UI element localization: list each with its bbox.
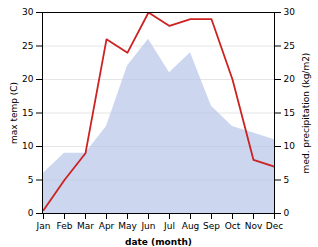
svg-text:med. precipitation (kg/m2): med. precipitation (kg/m2) xyxy=(301,53,311,174)
svg-text:Oct: Oct xyxy=(225,221,241,231)
svg-text:0: 0 xyxy=(284,208,290,218)
svg-text:Mar: Mar xyxy=(77,221,94,231)
svg-text:Nov: Nov xyxy=(245,221,263,231)
svg-text:5: 5 xyxy=(284,175,290,185)
svg-text:20: 20 xyxy=(284,74,296,84)
svg-text:20: 20 xyxy=(22,74,34,84)
svg-text:Jan: Jan xyxy=(36,221,51,231)
svg-text:25: 25 xyxy=(284,41,295,51)
svg-text:May: May xyxy=(118,221,137,231)
svg-text:30: 30 xyxy=(22,7,34,17)
svg-text:date (month): date (month) xyxy=(125,237,192,247)
svg-text:Feb: Feb xyxy=(57,221,73,231)
svg-text:Aug: Aug xyxy=(182,221,200,231)
svg-text:5: 5 xyxy=(28,175,34,185)
svg-text:30: 30 xyxy=(284,7,296,17)
svg-text:Jul: Jul xyxy=(163,221,175,231)
svg-text:Apr: Apr xyxy=(99,221,115,231)
svg-text:Jun: Jun xyxy=(140,221,155,231)
svg-text:Dec: Dec xyxy=(266,221,283,231)
svg-text:10: 10 xyxy=(22,141,34,151)
svg-text:15: 15 xyxy=(284,108,295,118)
svg-text:25: 25 xyxy=(22,41,33,51)
svg-text:0: 0 xyxy=(28,208,34,218)
svg-text:max temp (C): max temp (C) xyxy=(9,82,19,144)
svg-text:15: 15 xyxy=(22,108,33,118)
svg-text:Sep: Sep xyxy=(203,221,220,231)
svg-text:10: 10 xyxy=(284,141,296,151)
